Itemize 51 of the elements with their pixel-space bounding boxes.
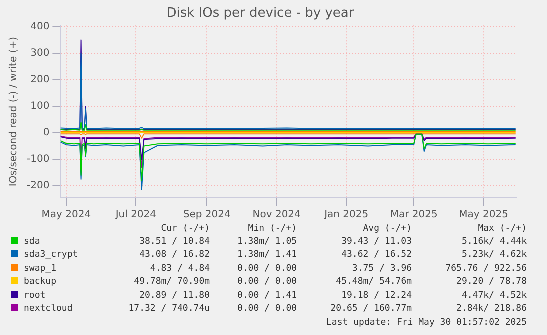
text: Min (-/+) [247,224,298,236]
text: 5.16k/ 4.44k [460,236,528,248]
x-tick-label: Nov 2024 [252,210,301,221]
x-tick-label: May 2024 [42,210,92,221]
text: 5.23k/ 4.62k [460,249,528,262]
text: 45.48m/ 54.76m [335,276,414,289]
text: 4.83 / 4.84 [149,262,212,276]
text: 0.00 / 0.00 [236,262,298,276]
text: 2.84k/ 218.86 [456,303,528,316]
legend-label: backup [23,276,58,289]
y-tick-label: 300 [30,48,50,60]
legend-label: nextcloud [23,303,74,316]
text: 20.65 / 160.77m [330,303,414,316]
y-tick-label: 0 [43,128,50,139]
y-tick-label: 200 [30,74,50,86]
text: 1.38m/ 1.05 [236,236,298,248]
text: 765.76 / 922.56 [444,262,528,276]
y-axis-title: IOs/second read (-) / write (+) [8,36,20,187]
text: 49.78m/ 70.90m [133,276,212,289]
text: 3.75 / 3.96 [351,262,414,276]
text: 0.00 / 0.00 [236,303,298,316]
x-tick-label: Jul 2024 [114,210,157,221]
text: Avg (-/+) [362,224,414,236]
text: 43.08 / 16.82 [138,249,212,262]
text: 17.32 / 740.74u [128,303,212,316]
y-tick-label: 100 [30,101,50,112]
text: Max (-/+) [477,224,528,236]
text: Last update: Fri May 30 01:57:02 2025 [326,316,528,328]
legend-label: swap_1 [23,262,58,276]
text: 38.51 / 10.84 [138,236,212,248]
y-tick-label: 400 [30,22,50,33]
x-tick-label: Sep 2024 [183,210,231,221]
x-tick-label: Jan 2025 [324,210,369,221]
text: 0.00 / 0.00 [236,276,298,289]
chart-title: Disk IOs per device - by year [166,6,355,22]
text: 29.20 / 78.78 [456,276,528,289]
legend-label: sda [23,236,42,248]
text: 4.47k/ 4.52k [460,290,528,302]
x-tick-label: Mar 2025 [390,210,438,221]
text: 39.43 / 11.03 [340,236,414,248]
text: 19.18 / 12.24 [340,290,414,302]
text: 1.38m/ 1.41 [236,249,298,262]
text: 43.62 / 16.52 [340,249,414,262]
text: Cur (-/+) [160,224,212,236]
text: 20.89 / 11.80 [138,290,212,302]
y-tick-label: -100 [26,154,50,166]
y-tick-label: -200 [26,180,50,192]
legend-label: root [23,290,47,302]
legend-label: sda3_crypt [23,249,80,262]
x-tick-label: May 2025 [459,210,508,221]
text: 0.00 / 1.41 [236,290,298,302]
